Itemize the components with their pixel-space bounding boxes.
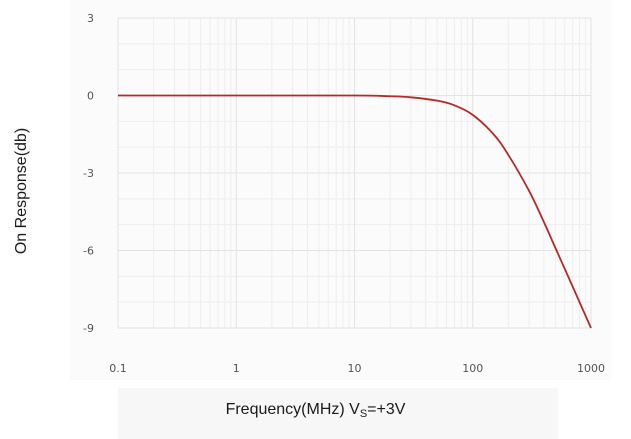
y-tick-label: -3 (83, 167, 94, 180)
y-tick-label: -9 (83, 322, 94, 335)
xlabel-background (118, 388, 558, 439)
x-axis-ticks: 0.1 1 10 100 1000 (109, 362, 605, 375)
y-axis-ticks: 3 0 -3 -6 -9 (83, 12, 94, 335)
x-tick-label: 10 (348, 362, 362, 375)
grid (117, 17, 592, 329)
y-tick-label: -6 (83, 245, 94, 258)
x-axis-label-text: Frequency(MHz) V (225, 401, 360, 418)
y-tick-label: 3 (87, 12, 94, 25)
series-layer (118, 94, 592, 329)
x-axis-label-suffix: =+3V (367, 401, 406, 418)
x-tick-label: 100 (462, 362, 483, 375)
plot-background (70, 0, 611, 380)
x-tick-label: 1000 (577, 362, 605, 375)
y-axis-label: On Response(db) (13, 128, 30, 254)
x-tick-label: 1 (233, 362, 240, 375)
y-tick-label: 0 (87, 90, 94, 103)
x-tick-label: 0.1 (109, 362, 127, 375)
series-line (118, 94, 592, 329)
x-axis-label: Frequency(MHz) VS=+3V (0, 401, 631, 420)
x-axis-label-subscript: S (359, 408, 368, 420)
